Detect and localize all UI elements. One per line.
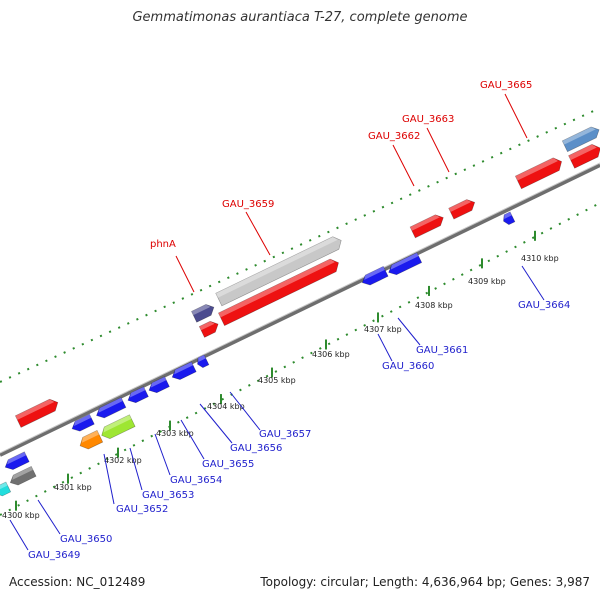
reverse-gene-block — [96, 397, 127, 419]
tick-label: 4310 kbp — [521, 254, 559, 263]
reverse-gene-label: GAU_3650 — [60, 534, 112, 545]
gene-leader-line — [37, 499, 61, 535]
reverse-gene-label: GAU_3664 — [518, 300, 570, 311]
reverse-gene-block — [71, 413, 95, 432]
forward-gene-block — [14, 398, 59, 428]
gene-leader-line — [9, 519, 29, 551]
tick-label: 4305 kbp — [258, 376, 296, 385]
reverse-gene-label: GAU_3655 — [202, 459, 254, 470]
gene-leader-line — [377, 333, 393, 362]
tick-label: 4309 kbp — [468, 277, 506, 286]
reverse-gene-block — [503, 211, 516, 226]
tick-label: 4307 kbp — [364, 325, 402, 334]
tick-label: 4300 kbp — [2, 511, 40, 520]
gene-features — [0, 126, 600, 497]
forward-gene-block — [191, 304, 215, 323]
tick-label: 4302 kbp — [104, 456, 142, 465]
reverse-gene-label: GAU_3660 — [382, 361, 434, 372]
map-title: Gemmatimonas aurantiaca T-27, complete g… — [132, 10, 468, 25]
forward-gene-label: GAU_3665 — [480, 80, 532, 91]
reverse-gene-label: GAU_3649 — [28, 550, 80, 561]
gene-leader-line — [103, 453, 115, 505]
gene-leader-line — [521, 265, 545, 301]
genome-backbone — [0, 163, 600, 457]
gene-leader-line — [199, 403, 233, 444]
reverse-gene-block — [388, 252, 423, 276]
forward-gene-block — [215, 236, 342, 307]
gene-leader-line — [129, 447, 143, 491]
forward-gene-block — [568, 144, 600, 169]
reverse-gene-block — [101, 414, 136, 439]
reverse-gene-block — [361, 265, 389, 286]
reverse-gene-label: GAU_3661 — [416, 345, 468, 356]
reverse-gene-block — [197, 354, 210, 369]
reverse-gene-block — [148, 376, 170, 394]
outer-tick-track — [0, 107, 600, 383]
gene-leader-line — [397, 317, 421, 346]
forward-gene-block — [561, 126, 600, 153]
reverse-gene-label: GAU_3654 — [170, 475, 222, 486]
gene-labels: phnA GAU_3659 GAU_3662 GAU_3663 GAU_3665 GAU_… — [9, 80, 570, 561]
tick-label: 4308 kbp — [415, 301, 453, 310]
forward-gene-block — [409, 214, 444, 239]
reverse-gene-label: GAU_3656 — [230, 443, 282, 454]
gene-leader-line — [392, 144, 415, 187]
forward-gene-label: GAU_3662 — [368, 131, 420, 142]
tick-label: 4306 kbp — [312, 350, 350, 359]
tick-label: 4301 kbp — [54, 483, 92, 492]
reverse-gene-block — [0, 481, 12, 497]
reverse-gene-block — [4, 451, 30, 470]
gene-leader-line — [245, 211, 271, 256]
reverse-gene-block — [127, 386, 149, 404]
gene-leader-line — [175, 255, 195, 293]
gene-leader-line — [504, 93, 528, 139]
tick-label: 4303 kbp — [156, 429, 194, 438]
forward-gene-block — [448, 199, 476, 220]
reverse-gene-block — [171, 361, 197, 380]
reverse-gene-block — [79, 429, 104, 450]
inner-tick-track — [0, 202, 600, 516]
forward-gene-label: GAU_3659 — [222, 199, 274, 210]
tick-labels: 4300 kbp 4301 kbp 4302 kbp 4303 kbp 4304 kbp… — [2, 230, 559, 520]
gene-leader-line — [180, 419, 205, 460]
gene-leader-line — [426, 127, 450, 173]
reverse-gene-label: GAU_3657 — [259, 429, 311, 440]
reverse-gene-label: GAU_3652 — [116, 504, 168, 515]
reverse-gene-block — [9, 465, 37, 486]
forward-gene-label: GAU_3663 — [402, 114, 454, 125]
forward-gene-label: phnA — [150, 239, 176, 250]
gene-leader-line — [229, 391, 261, 431]
topology-text: Topology: circular; Length: 4,636,964 bp… — [260, 575, 590, 589]
forward-gene-block — [514, 157, 562, 190]
accession-text: Accession: NC_012489 — [9, 575, 146, 589]
tick-label: 4304 kbp — [207, 402, 245, 411]
forward-gene-block — [198, 320, 219, 338]
forward-gene-block — [218, 258, 339, 326]
gene-leader-line — [154, 433, 171, 476]
reverse-gene-label: GAU_3653 — [142, 490, 194, 501]
